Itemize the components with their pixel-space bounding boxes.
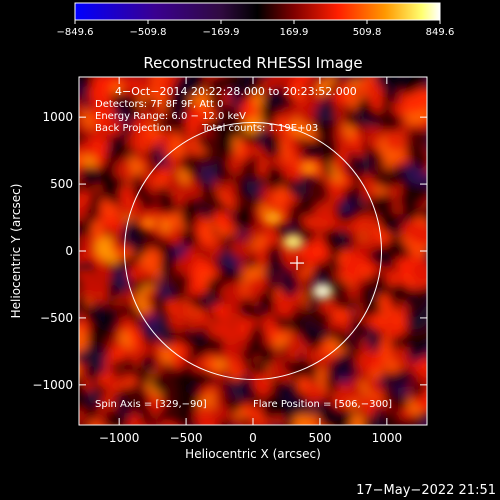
heatmap-cell bbox=[407, 126, 427, 150]
heatmap-cell bbox=[401, 87, 427, 115]
footer-timestamp: 17−May−2022 21:51 bbox=[356, 483, 496, 498]
annotation-detectors: Detectors: 7F 8F 9F, Att 0 bbox=[95, 99, 223, 110]
annotation-spin-axis: Spin Axis = [329,−90] bbox=[95, 399, 207, 410]
heatmap-cell bbox=[402, 77, 427, 96]
bright-source-core bbox=[303, 163, 316, 174]
bright-sources bbox=[137, 160, 334, 300]
colorbar-tick-label: −169.9 bbox=[202, 27, 239, 38]
colorbar: −849.6 −509.8 −169.9 169.9 509.8 849.6 bbox=[56, 2, 454, 38]
solar-limb-circle bbox=[124, 122, 382, 380]
heatmap-cell bbox=[410, 258, 427, 285]
annotations: 4−Oct−2014 20:22:28.000 to 20:23:52.000 … bbox=[95, 85, 392, 410]
colorbar-tick-label: 849.6 bbox=[426, 27, 455, 38]
heatmap-cell bbox=[404, 179, 427, 209]
x-tick-label: −500 bbox=[170, 431, 203, 445]
colorbar-tick-label: −849.6 bbox=[56, 27, 93, 38]
x-axis-label: Heliocentric X (arcsec) bbox=[185, 447, 321, 461]
plot-area bbox=[79, 77, 427, 425]
heatmap-cell bbox=[316, 77, 338, 96]
annotation-flare-position: Flare Position = [506,−300] bbox=[253, 399, 392, 410]
colorbar-frame bbox=[74, 2, 441, 21]
heatmap-cells bbox=[79, 77, 427, 425]
heatmap-cell bbox=[262, 77, 297, 99]
y-axis-label: Heliocentric Y (arcsec) bbox=[9, 184, 23, 319]
colorbar-gradient bbox=[75, 3, 440, 20]
colorbar-ticks: −849.6 −509.8 −169.9 169.9 509.8 849.6 bbox=[56, 20, 454, 38]
annotation-total-counts: Total counts: 1.19E+03 bbox=[201, 123, 318, 134]
bright-source-core bbox=[142, 217, 155, 228]
y-tick-label: 500 bbox=[50, 177, 73, 191]
bright-source-core bbox=[267, 212, 280, 223]
x-tick-label: 500 bbox=[308, 431, 331, 445]
axis-ticks: −1000 −500 0 500 1000 −1000 −500 0 500 1000 bbox=[32, 77, 427, 445]
y-tick-label: 0 bbox=[65, 244, 73, 258]
heatmap-cell bbox=[408, 277, 427, 320]
heatmap-cell bbox=[401, 222, 427, 246]
annotation-time-range: 4−Oct−2014 20:22:28.000 to 20:23:52.000 bbox=[115, 85, 357, 98]
y-tick-label: 1000 bbox=[42, 110, 73, 124]
spin-axis-marker bbox=[290, 256, 305, 271]
heatmap-cell bbox=[405, 141, 427, 170]
bright-source-core bbox=[316, 286, 329, 297]
x-tick-label: 0 bbox=[249, 431, 257, 445]
y-tick-label: −500 bbox=[40, 311, 73, 325]
y-tick-label: −1000 bbox=[32, 378, 73, 392]
colorbar-tick-label: −509.8 bbox=[129, 27, 166, 38]
bright-source-core bbox=[287, 236, 300, 247]
colorbar-tick-label: 169.9 bbox=[280, 27, 309, 38]
x-tick-label: 1000 bbox=[372, 431, 403, 445]
x-tick-label: −1000 bbox=[99, 431, 140, 445]
heatmap-cell bbox=[213, 210, 234, 232]
colorbar-tick-label: 509.8 bbox=[353, 27, 382, 38]
annotation-method: Back Projection bbox=[95, 123, 172, 134]
chart-title: Reconstructed RHESSI Image bbox=[143, 54, 362, 72]
annotation-energy-range: Energy Range: 6.0 − 12.0 keV bbox=[95, 111, 246, 122]
